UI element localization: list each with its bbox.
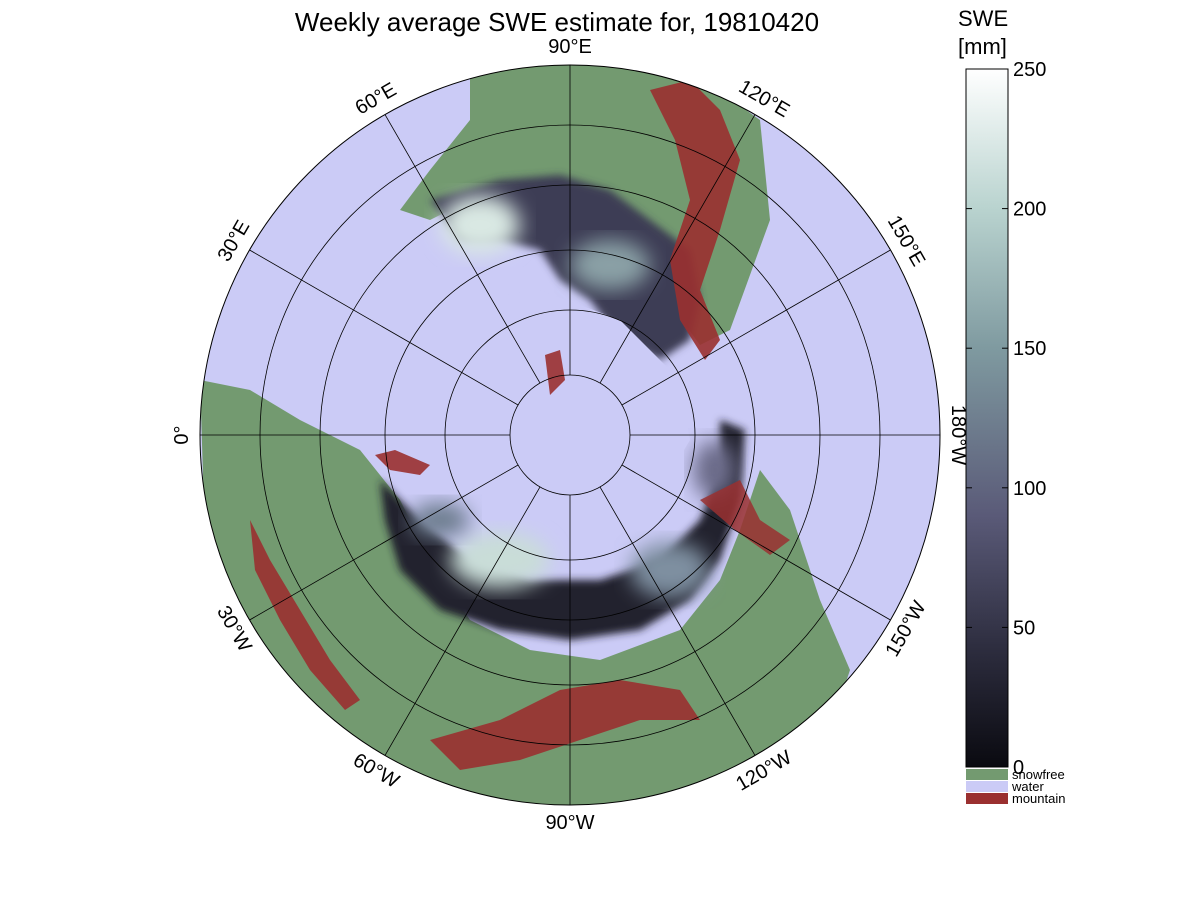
- meridian-line: [621, 249, 891, 406]
- snow-mid-siberia-east: [630, 542, 710, 598]
- legend-swatch-snowfree: [966, 769, 1008, 780]
- map-title: Weekly average SWE estimate for, 1981042…: [295, 7, 819, 37]
- meridian-line: [384, 114, 541, 384]
- meridian-line: [599, 114, 756, 384]
- colorbar-tick-label: 100: [1013, 478, 1046, 500]
- meridian-label: 180°W: [947, 405, 969, 465]
- meridian-label: 0°: [171, 425, 193, 444]
- legend-swatch-water: [966, 781, 1008, 792]
- colorbar-title-unit: [mm]: [958, 34, 1007, 59]
- colorbar-title-swe: SWE: [958, 6, 1008, 31]
- mountain-rockies: [650, 80, 740, 360]
- legend-label-water: water: [1011, 779, 1044, 794]
- mountain-himalaya: [430, 680, 700, 770]
- colorbar-tick-label: 50: [1013, 617, 1035, 639]
- colorbar-tick-label: 150: [1013, 338, 1046, 360]
- polar-map: 90°W120°W150°W180°W150°E120°E90°E60°E30°…: [171, 36, 969, 834]
- legend-swatch-mountain: [966, 793, 1008, 804]
- snow-mid-yakutia: [693, 440, 737, 500]
- colorbar: SWE [mm] 250 200 150 100 50 0: [958, 6, 1046, 779]
- map-border: [199, 64, 941, 806]
- arctic-ocean: [450, 290, 690, 520]
- meridian-line: [249, 249, 519, 406]
- legend-label-mountain: mountain: [1012, 791, 1065, 806]
- legend-label-snowfree: snowfree: [1012, 767, 1065, 782]
- snow-bright-siberia-west: [450, 532, 550, 588]
- mountain-greenland-coast: [545, 350, 565, 395]
- snow-bright-hudson-west: [440, 195, 520, 255]
- land-layer: [200, 65, 850, 805]
- snow-mid-scandinavia: [410, 502, 470, 538]
- colorbar-tick-label: 200: [1013, 199, 1046, 221]
- meridian-line: [621, 464, 891, 621]
- colorbar-ticks: 250 200 150 100 50 0: [966, 59, 1046, 779]
- colorbar-tick-label: 0: [1013, 757, 1024, 779]
- meridian-label: 90°W: [545, 812, 594, 834]
- meridian-label: 90°E: [548, 36, 592, 58]
- colorbar-tick-label: 250: [1013, 59, 1046, 81]
- meridian-line: [249, 464, 519, 621]
- meridian-line: [599, 486, 756, 756]
- colorbar-bar: [965, 68, 1009, 768]
- snow-mid-labrador: [570, 240, 650, 290]
- mountain-caucasus-alps: [250, 520, 360, 710]
- mountain-scandinavia: [375, 450, 430, 475]
- mountain-east-siberia: [700, 480, 790, 555]
- graticule: [200, 65, 940, 805]
- meridian-line: [384, 486, 541, 756]
